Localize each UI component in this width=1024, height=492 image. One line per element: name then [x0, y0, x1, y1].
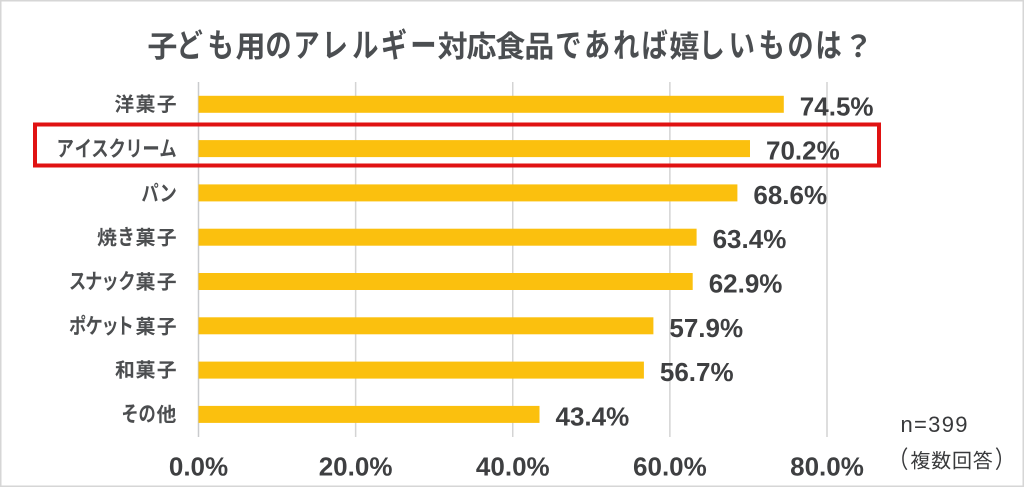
svg-text:62.9%: 62.9%	[709, 269, 783, 299]
svg-text:60.0%: 60.0%	[633, 452, 707, 482]
svg-text:68.6%: 68.6%	[753, 180, 827, 210]
svg-text:57.9%: 57.9%	[669, 313, 743, 343]
svg-text:63.4%: 63.4%	[713, 224, 787, 254]
svg-text:20.0%: 20.0%	[319, 452, 393, 482]
svg-text:43.4%: 43.4%	[556, 401, 630, 431]
svg-text:40.0%: 40.0%	[476, 452, 550, 482]
svg-text:0.0%: 0.0%	[169, 452, 228, 482]
svg-text:74.5%: 74.5%	[800, 91, 874, 121]
svg-text:80.0%: 80.0%	[790, 452, 864, 482]
svg-text:56.7%: 56.7%	[660, 357, 734, 387]
svg-text:n=399: n=399	[901, 412, 969, 437]
svg-text:70.2%: 70.2%	[766, 136, 840, 166]
